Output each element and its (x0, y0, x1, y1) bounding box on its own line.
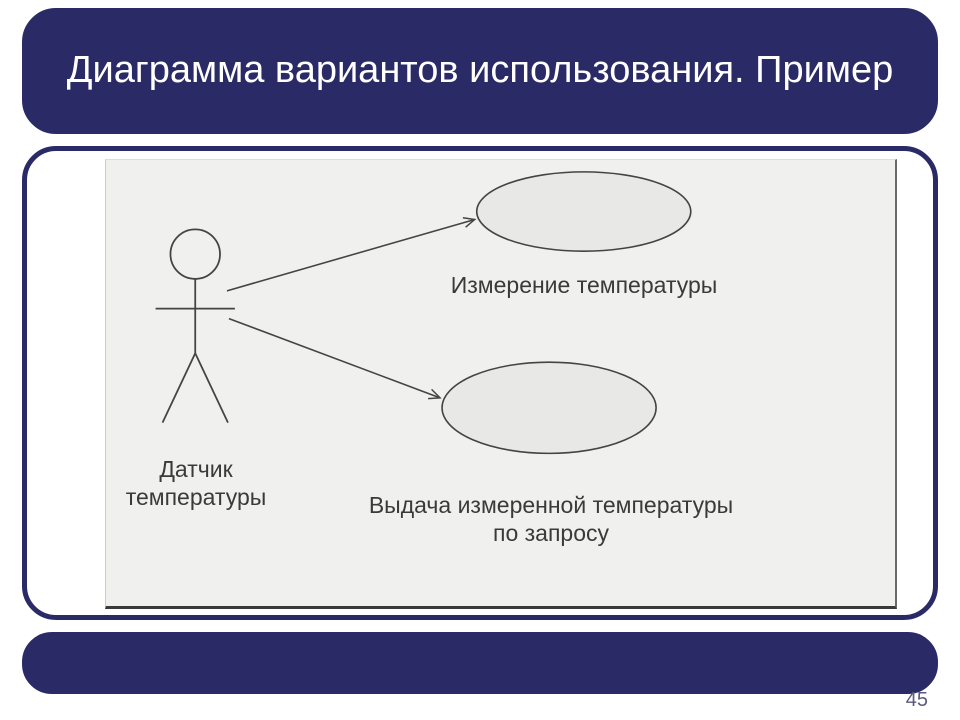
slide-title: Диаграмма вариантов использования. Приме… (67, 47, 893, 95)
page-number: 45 (906, 689, 928, 712)
usecase-output-temperature (442, 362, 656, 453)
usecase-measure-temperature (477, 172, 691, 251)
footer-panel (22, 632, 938, 694)
actor-stick-figure (156, 229, 235, 422)
usecase-label-2: Выдача измеренной температуры по запросу (306, 492, 796, 547)
usecase-label-1: Измерение температуры (384, 272, 784, 300)
diagram-frame: Датчик температуры Измерение температуры… (105, 159, 897, 609)
actor-head-icon (170, 229, 220, 279)
association-2 (229, 319, 440, 398)
content-panel: Датчик температуры Измерение температуры… (22, 146, 938, 620)
actor-label: Датчик температуры (106, 456, 286, 511)
title-panel: Диаграмма вариантов использования. Приме… (22, 8, 938, 134)
